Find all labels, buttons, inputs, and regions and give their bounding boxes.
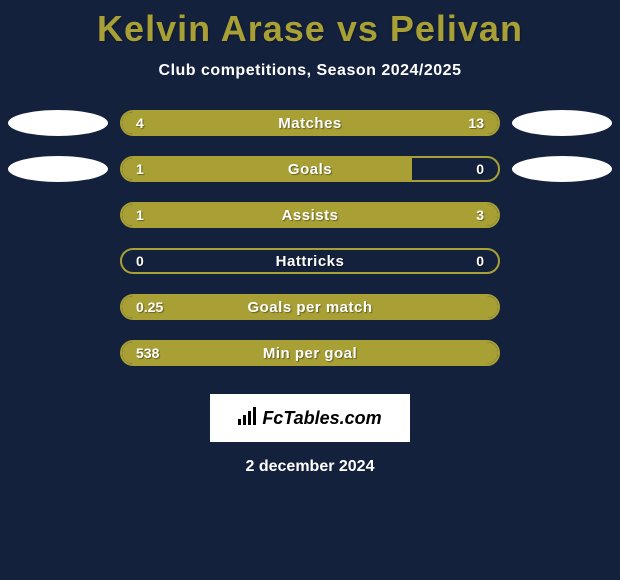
- team-logo-left: [8, 156, 108, 182]
- stat-label: Matches: [278, 115, 342, 132]
- logo-placeholder: [512, 156, 612, 182]
- stat-value-right: 13: [468, 115, 484, 131]
- stat-value-left: 0: [136, 253, 144, 269]
- stat-value-left: 1: [136, 161, 144, 177]
- team-logo-right: [512, 156, 612, 182]
- season-subtitle: Club competitions, Season 2024/2025: [159, 62, 462, 80]
- chart-icon: [238, 407, 258, 430]
- stat-label: Hattricks: [276, 253, 345, 270]
- stat-bar: 0.25 Goals per match: [120, 294, 500, 320]
- logo-placeholder: [8, 156, 108, 182]
- team-logo-left: [8, 110, 108, 136]
- stat-bar: 538 Min per goal: [120, 340, 500, 366]
- stat-value-left: 1: [136, 207, 144, 223]
- stat-label: Goals per match: [247, 299, 372, 316]
- stat-bar: 1 Goals 0: [120, 156, 500, 182]
- stat-value-left: 0.25: [136, 299, 163, 315]
- team-logo-right: [512, 110, 612, 136]
- stat-value-right: 0: [476, 161, 484, 177]
- stat-value-left: 538: [136, 345, 159, 361]
- stat-bar: 4 Matches 13: [120, 110, 500, 136]
- logo-placeholder: [512, 110, 612, 136]
- stat-row: 1 Assists 3: [8, 202, 612, 228]
- watermark-text: FcTables.com: [262, 408, 381, 429]
- stat-row: 0.25 Goals per match: [8, 294, 612, 320]
- stat-row: 538 Min per goal: [8, 340, 612, 366]
- stat-row: 0 Hattricks 0: [8, 248, 612, 274]
- comparison-title: Kelvin Arase vs Pelivan: [97, 8, 523, 50]
- date: 2 december 2024: [246, 458, 375, 476]
- logo-placeholder: [8, 110, 108, 136]
- stat-value-right: 3: [476, 207, 484, 223]
- stat-label: Goals: [288, 161, 332, 178]
- watermark: FcTables.com: [210, 394, 410, 442]
- stat-bar: 0 Hattricks 0: [120, 248, 500, 274]
- stat-label: Assists: [282, 207, 339, 224]
- stat-value-right: 0: [476, 253, 484, 269]
- stat-row: 4 Matches 13: [8, 110, 612, 136]
- stat-label: Min per goal: [263, 345, 357, 362]
- stat-bar: 1 Assists 3: [120, 202, 500, 228]
- stats-container: 4 Matches 13 1 Goals 0 1 Assists 3 0 Hattricks 0 0.2…: [0, 110, 620, 386]
- stat-value-left: 4: [136, 115, 144, 131]
- stat-row: 1 Goals 0: [8, 156, 612, 182]
